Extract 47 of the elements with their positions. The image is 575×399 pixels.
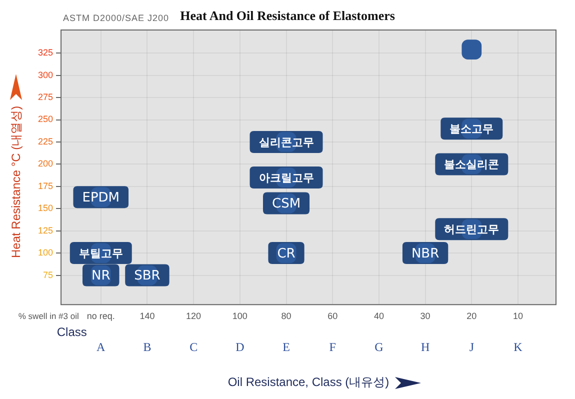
series-label: 불소실리콘 [444,158,500,172]
text: 60 [328,310,338,321]
y-tick-label: 175 [38,180,54,191]
x-tick-label: H [420,340,430,354]
y-tick-label: 150 [38,203,54,214]
y-tick-label: 125 [38,225,54,236]
series-label: 허드린고무 [444,222,500,236]
x-tick-label: B [143,340,152,354]
y-tick-label: 325 [38,48,54,58]
chart-subtitle: ASTM D2000/SAE J200 [63,13,170,23]
series-label: EPDM [82,190,120,206]
series-label: 불소고무 [450,122,494,136]
text: 20 [466,310,477,321]
text: 100 [232,310,248,321]
text: 10 [512,310,523,321]
x-tick-label: K [514,340,523,354]
text: 80 [281,310,292,321]
x-tick-label: E [282,340,290,354]
y-tick-label: 250 [38,114,54,124]
y-tick-label: 225 [38,136,54,146]
x-tick-label: J [469,340,474,354]
y-tick-label: 100 [38,248,54,258]
chart-title: Heat And Oil Resistance of Elastomers [180,8,395,23]
text: no req. [86,310,115,321]
series-label: 아크릴고무 [258,171,314,184]
text: % swell in #3 oil [18,310,79,321]
series-label: SBR [134,268,160,284]
y-tick-label: 75 [43,270,54,280]
text: 140 [140,310,155,321]
text: 120 [186,310,202,321]
x-tick-label: C [190,340,198,354]
y-tick-label: 300 [38,70,54,80]
x-tick-label: F [329,340,336,354]
text: 30 [420,310,430,321]
series-label: 부틸고무 [78,246,123,260]
x-tick-label: D [236,340,245,354]
y-axis-title: Heat Resistance °C (내열성) [8,106,24,258]
text: Class [56,324,87,339]
series-label: 실리콘고무 [258,136,314,149]
x-tick-label: G [374,340,384,354]
y-tick-label: 200 [38,158,54,169]
text: 40 [374,310,384,321]
x-axis-title: Oil Resistance, Class (내유성) [228,374,390,391]
y-tick-label: 275 [38,92,54,102]
x-tick-label: A [96,340,106,354]
series-label: CSM [272,196,301,212]
series-label: NBR [411,246,440,262]
